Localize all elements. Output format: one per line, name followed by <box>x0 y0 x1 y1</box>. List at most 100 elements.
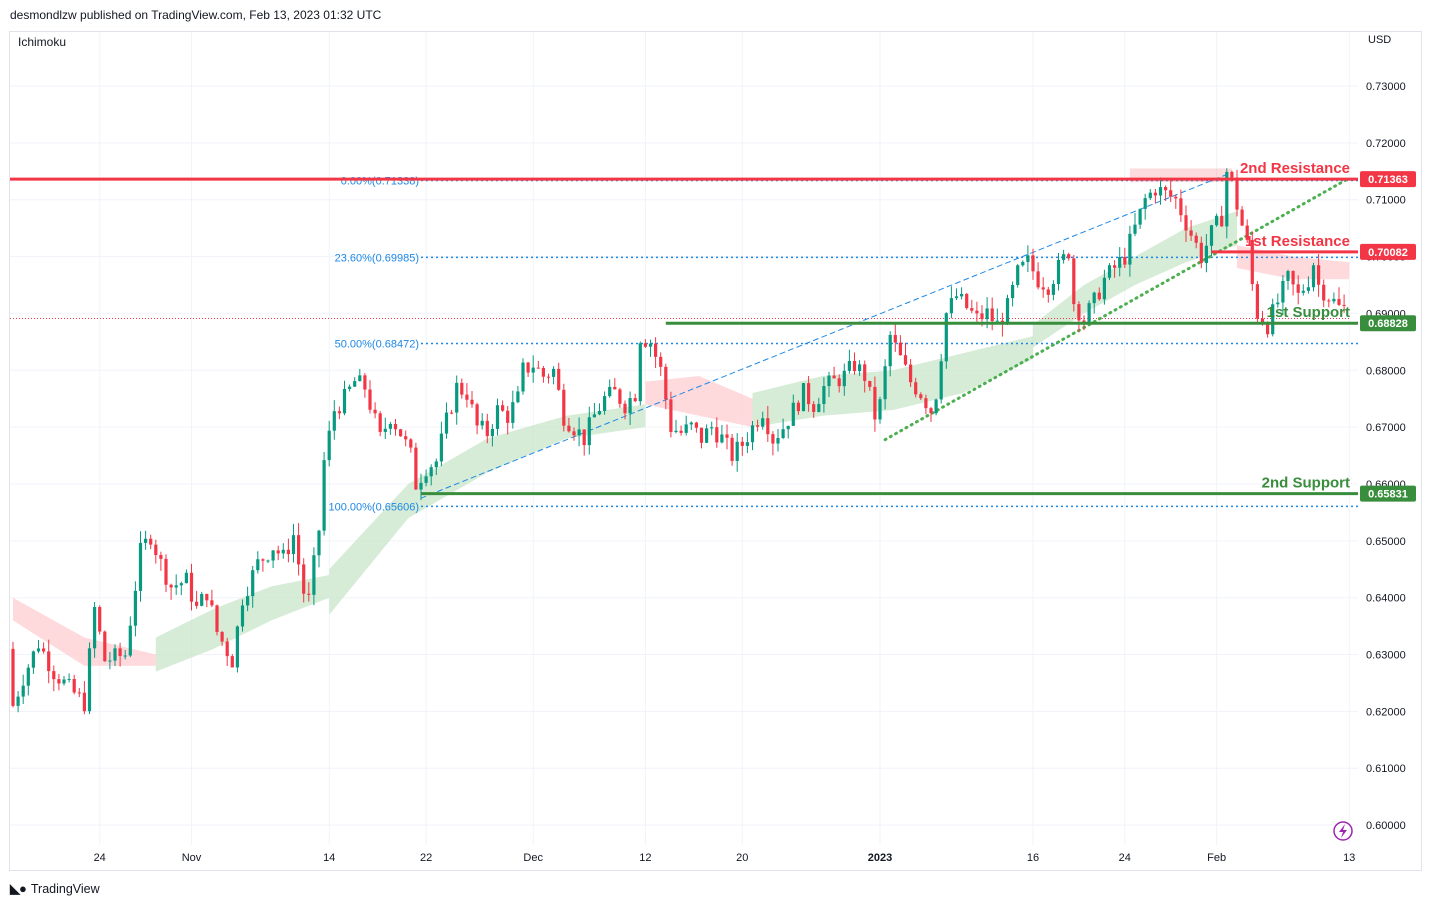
candle-body <box>1051 284 1055 295</box>
candle-body <box>852 360 857 372</box>
candle-body <box>378 413 382 432</box>
fib-trend-line <box>420 171 1233 499</box>
candle-body <box>368 389 372 410</box>
candle-body <box>200 593 204 606</box>
candle-body <box>1194 235 1198 243</box>
candle-body <box>419 482 423 490</box>
candle-body <box>327 430 331 461</box>
candle-body <box>592 414 596 418</box>
candle-body <box>929 408 933 414</box>
candle-body <box>679 430 683 433</box>
candle-body <box>643 343 647 347</box>
candle-body <box>919 394 923 399</box>
candle-body <box>796 402 800 412</box>
candle-body <box>1077 304 1081 321</box>
chart-frame[interactable] <box>9 31 1422 871</box>
fib-label: 100.00%(0.65606) <box>328 501 419 513</box>
candle-body <box>261 559 265 561</box>
candle-body <box>297 535 301 565</box>
candle-body <box>1056 259 1061 285</box>
candle-body <box>205 593 209 601</box>
candle-body <box>179 583 183 586</box>
candle-body <box>1179 198 1183 216</box>
candle-body <box>1128 233 1132 265</box>
y-tick-label: 0.61000 <box>1366 763 1406 775</box>
candle-body <box>801 383 806 412</box>
candle-body <box>302 564 306 594</box>
candle-body <box>1067 254 1071 259</box>
y-tick-label: 0.72000 <box>1366 138 1406 150</box>
candle-body <box>1046 289 1050 295</box>
candle-body <box>404 436 408 440</box>
candle-body <box>1158 187 1163 196</box>
candle-body <box>705 428 709 443</box>
candle-body <box>909 364 913 383</box>
candle-body <box>572 431 576 436</box>
candle-body <box>536 367 540 369</box>
indicator-label[interactable]: Ichimoku <box>18 35 67 49</box>
fib-label: 50.00%(0.68472) <box>335 338 419 350</box>
candle-body <box>684 424 688 433</box>
candle-body <box>1087 303 1091 322</box>
candle-body <box>873 386 877 420</box>
candle-body <box>42 648 46 652</box>
candle-body <box>710 427 714 429</box>
candle-body <box>21 685 25 697</box>
x-tick-label: 22 <box>420 852 432 864</box>
y-tick-label: 0.64000 <box>1366 593 1406 605</box>
candle-body <box>1123 257 1127 265</box>
candle-body <box>414 447 418 490</box>
candle-body <box>98 607 102 632</box>
candle-body <box>286 549 290 555</box>
candle-body <box>1036 271 1040 288</box>
candle-body <box>434 461 438 468</box>
candle-body <box>807 383 811 405</box>
price-badge <box>1360 171 1416 188</box>
candle-body <box>990 308 994 322</box>
candle-body <box>608 386 612 397</box>
candle-body <box>1240 209 1244 226</box>
candle-body <box>837 378 841 387</box>
candle-body <box>138 542 143 591</box>
candle-body <box>103 631 107 662</box>
cloud-band <box>752 336 1033 428</box>
cloud-band <box>1237 245 1350 280</box>
candle-body <box>184 572 188 584</box>
candle-body <box>266 560 270 562</box>
candle-body <box>868 380 872 387</box>
candle-body <box>149 538 153 545</box>
candle-body <box>1230 171 1234 178</box>
candle-body <box>965 293 969 309</box>
candle-body <box>11 648 15 706</box>
candle-body <box>1220 215 1224 227</box>
candle-body <box>1021 261 1025 266</box>
fib-label: 0.00%(0.71338) <box>341 176 419 188</box>
candle-body <box>1118 257 1122 268</box>
tradingview-footer[interactable]: ◣● TradingView <box>10 881 100 897</box>
candle-body <box>613 386 617 390</box>
candle-body <box>240 605 245 627</box>
x-tick-label: 24 <box>94 852 106 864</box>
candle-body <box>52 671 56 680</box>
price-badge <box>1360 485 1416 502</box>
candle-body <box>812 404 816 412</box>
candle-body <box>1082 320 1086 322</box>
candle-body <box>924 398 928 409</box>
candle-body <box>133 590 137 626</box>
candle-body <box>975 310 979 314</box>
candle-body <box>220 631 224 642</box>
candle-body <box>822 386 826 404</box>
candle-body <box>195 601 199 606</box>
candle-body <box>444 412 449 434</box>
candle-body <box>597 411 602 415</box>
candle-body <box>980 313 984 320</box>
candle-body <box>1199 242 1203 264</box>
candle-body <box>506 410 510 423</box>
candle-body <box>1153 192 1157 196</box>
candle-body <box>1317 265 1321 285</box>
candle-body <box>847 360 851 371</box>
candle-body <box>1174 196 1178 199</box>
candle-body <box>648 343 653 347</box>
candle-body <box>1026 255 1030 262</box>
